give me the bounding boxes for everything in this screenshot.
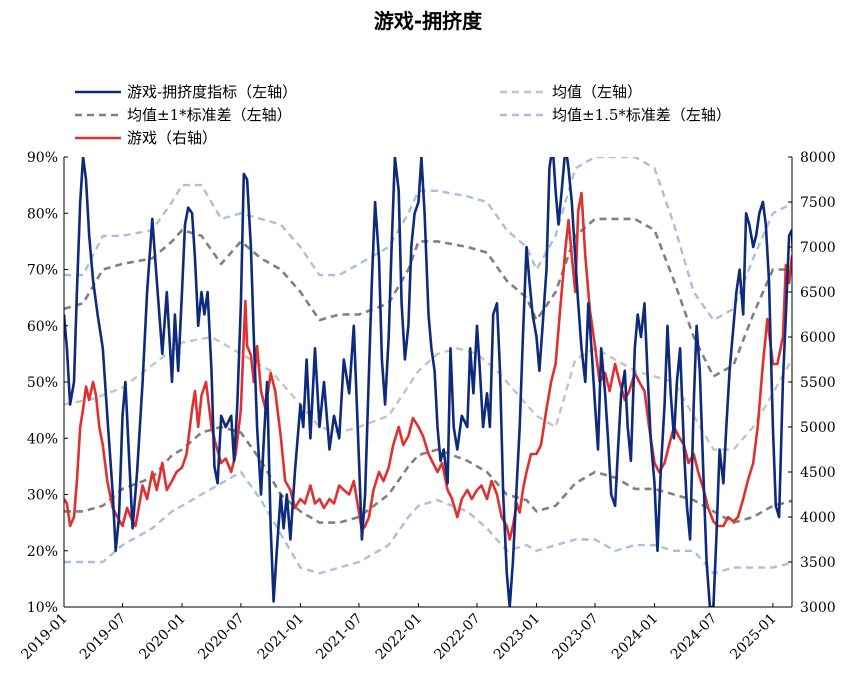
right-tick-label: 7000	[800, 240, 836, 256]
right-tick-label: 5500	[800, 375, 836, 391]
legend: 游戏-拥挤度指标（左轴） 均值（左轴） 均值±1*标准差（左轴） 均值±1.5*标准差…	[75, 83, 731, 147]
right-tick-label: 3500	[800, 555, 836, 571]
legend-label-mean: 均值（左轴）	[552, 83, 642, 101]
left-tick-label: 10%	[27, 600, 58, 616]
series-std1-upper	[64, 217, 792, 378]
legend-label-std1: 均值±1*标准差（左轴）	[127, 106, 292, 124]
x-tick-label: 2025-01	[727, 611, 779, 663]
x-tick-label: 2019-01	[18, 611, 70, 663]
left-tick-label: 90%	[27, 150, 58, 166]
left-tick-label: 60%	[27, 319, 58, 335]
left-tick-label: 80%	[27, 206, 58, 222]
x-tick-label: 2022-07	[431, 611, 483, 663]
chart-title: 游戏-拥挤度	[374, 9, 483, 33]
series-index	[64, 191, 792, 541]
legend-label-index: 游戏（右轴）	[127, 129, 217, 147]
legend-label-crowd: 游戏-拥挤度指标（左轴）	[127, 83, 297, 101]
left-tick-label: 70%	[27, 263, 58, 279]
x-tick-label: 2021-07	[313, 611, 365, 663]
series-crowd	[64, 157, 792, 607]
legend-label-std15: 均值±1.5*标准差（左轴）	[552, 106, 731, 124]
right-tick-label: 4000	[800, 510, 836, 526]
left-tick-label: 50%	[27, 375, 58, 391]
left-tick-label: 20%	[27, 544, 58, 560]
right-tick-label: 6500	[800, 285, 836, 301]
x-tick-label: 2020-01	[136, 611, 188, 663]
left-tick-label: 30%	[27, 488, 58, 504]
left-tick-label: 40%	[27, 431, 58, 447]
right-tick-label: 3000	[800, 600, 836, 616]
series-layer	[64, 157, 792, 607]
series-std15-lower	[64, 470, 792, 575]
series-std15-upper	[64, 157, 792, 322]
right-tick-label: 7500	[800, 195, 836, 211]
x-tick-label: 2021-01	[255, 611, 307, 663]
x-tick-label: 2020-07	[195, 611, 247, 663]
right-tick-label: 5000	[800, 420, 836, 436]
x-tick-label: 2023-01	[491, 611, 543, 663]
right-tick-label: 4500	[800, 465, 836, 481]
x-tick-label: 2023-07	[549, 611, 601, 663]
right-tick-label: 8000	[800, 150, 836, 166]
x-tick-label: 2024-01	[609, 611, 661, 663]
x-tick-label: 2024-07	[668, 611, 720, 663]
series-std1-lower	[64, 425, 792, 524]
x-tick-label: 2022-01	[373, 611, 425, 663]
x-tick-label: 2019-07	[77, 611, 129, 663]
right-tick-label: 6000	[800, 330, 836, 346]
